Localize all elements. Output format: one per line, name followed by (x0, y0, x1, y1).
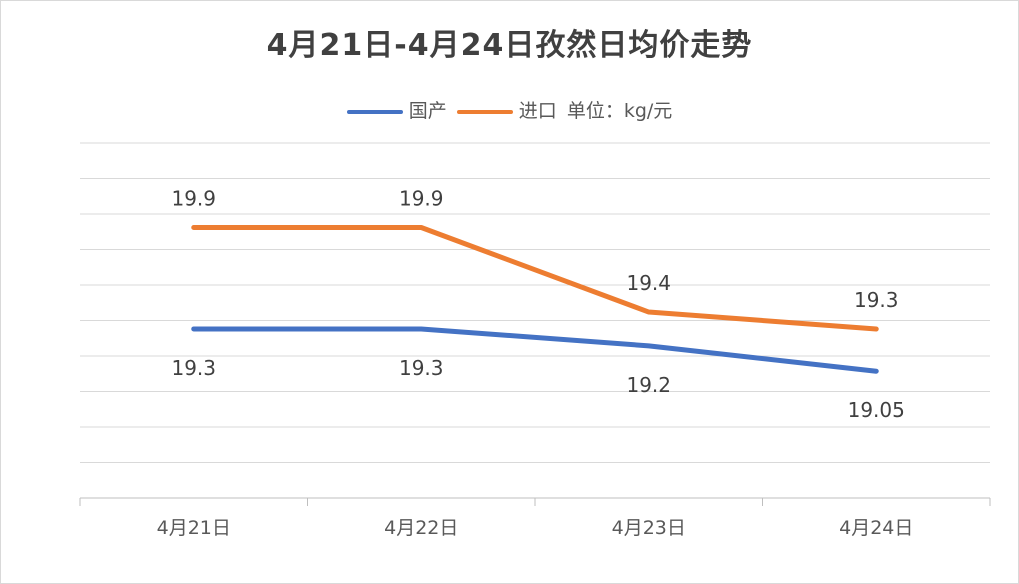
x-tick-label: 4月22日 (384, 517, 458, 539)
data-label-domestic: 19.3 (399, 356, 444, 380)
x-tick-label: 4月24日 (839, 517, 913, 539)
data-label-imported: 19.4 (626, 271, 671, 295)
data-label-domestic: 19.05 (848, 398, 905, 422)
chart-title: 4月21日-4月24日孜然日均价走势 (266, 28, 753, 63)
unit-note: 单位：kg/元 (566, 100, 673, 122)
data-label-imported: 19.3 (854, 288, 899, 312)
data-label-imported: 19.9 (399, 187, 444, 211)
legend: 国产 进口 单位：kg/元 (0, 96, 1019, 123)
series-line-domestic (191, 326, 879, 374)
x-tick-label: 4月21日 (157, 517, 231, 539)
legend-swatch-imported (456, 109, 513, 114)
x-tick-label: 4月23日 (612, 517, 686, 539)
series-line-imported (191, 225, 879, 332)
data-label-domestic: 19.2 (626, 373, 671, 397)
data-label-imported: 19.9 (171, 187, 216, 211)
legend-swatch-domestic (346, 109, 403, 114)
legend-item-domestic: 国产 (346, 96, 447, 123)
legend-label-imported: 进口 (518, 100, 557, 122)
legend-item-imported: 进口 (456, 96, 557, 123)
data-label-domestic: 19.3 (171, 356, 216, 380)
legend-label-domestic: 国产 (408, 100, 447, 122)
